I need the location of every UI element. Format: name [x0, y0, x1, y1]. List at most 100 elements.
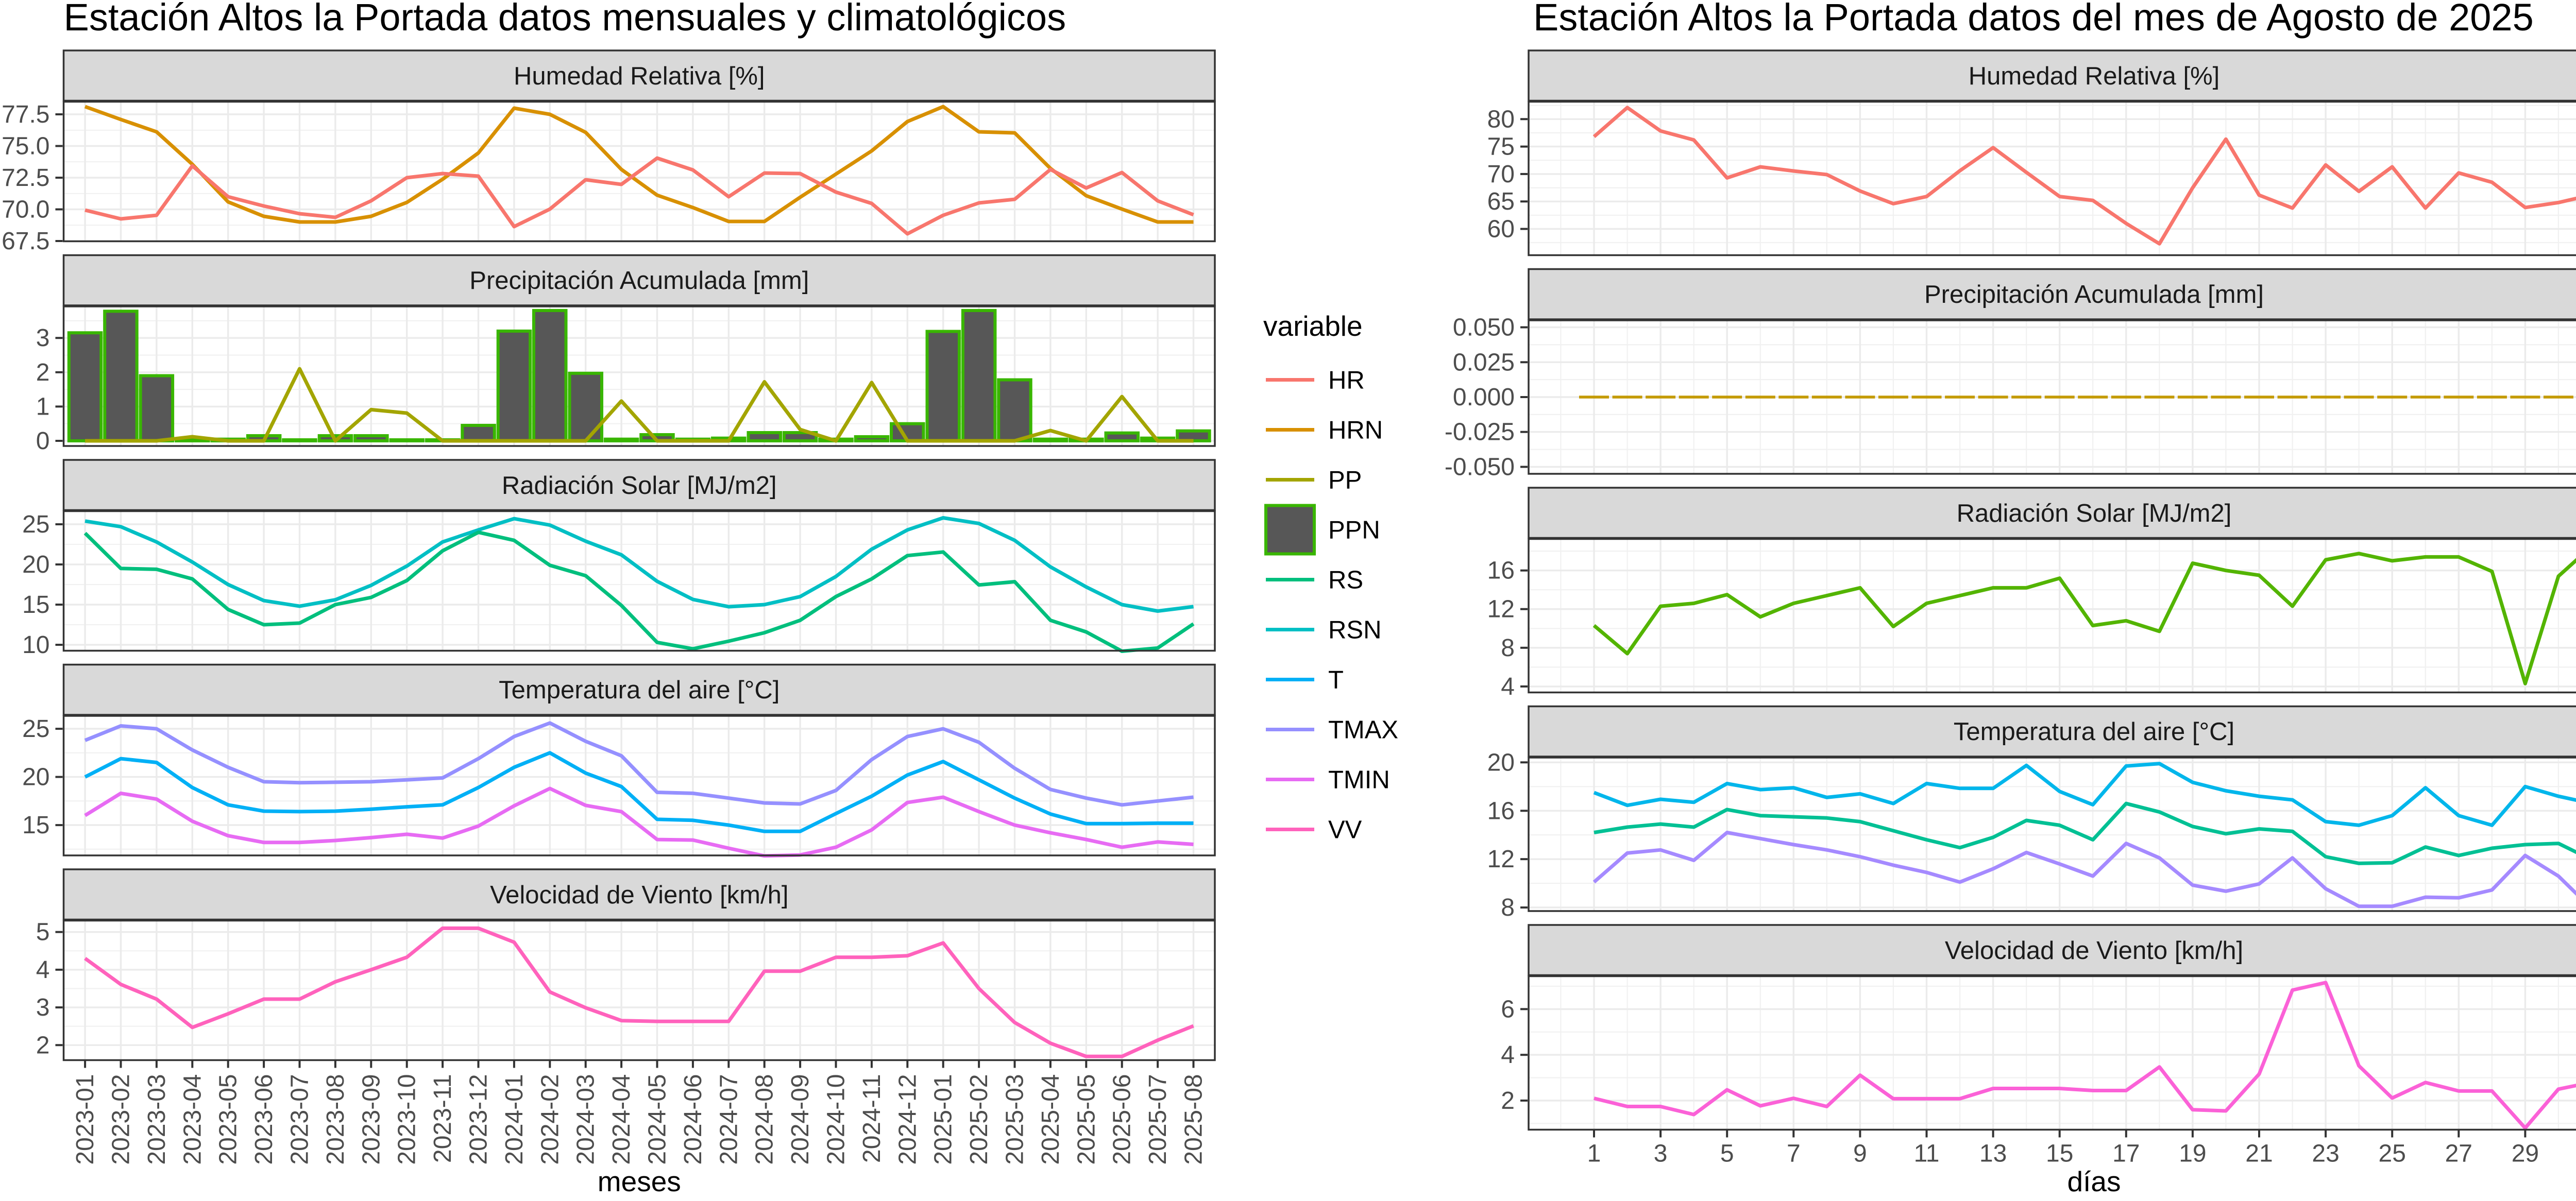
svg-text:Temperatura del aire [°C]: Temperatura del aire [°C]: [1954, 718, 2234, 746]
svg-text:13: 13: [1979, 1140, 2007, 1168]
svg-text:25: 25: [22, 511, 49, 538]
svg-text:RSN: RSN: [1328, 616, 1381, 644]
svg-text:2025-07: 2025-07: [1144, 1074, 1172, 1165]
svg-text:2025-08: 2025-08: [1180, 1074, 1208, 1165]
svg-text:2023-05: 2023-05: [215, 1074, 242, 1165]
svg-text:1: 1: [36, 393, 50, 420]
svg-text:2: 2: [36, 359, 50, 386]
svg-text:-0.025: -0.025: [1445, 419, 1515, 446]
svg-text:2024-07: 2024-07: [715, 1074, 742, 1165]
svg-text:29: 29: [2512, 1140, 2539, 1168]
svg-text:-0.050: -0.050: [1445, 454, 1515, 481]
svg-text:12: 12: [1487, 846, 1515, 873]
svg-text:70.0: 70.0: [2, 196, 49, 224]
svg-text:Estación Altos la Portada dato: Estación Altos la Portada datos del mes …: [1533, 0, 2534, 39]
svg-text:2023-12: 2023-12: [465, 1074, 493, 1165]
svg-text:2023-09: 2023-09: [358, 1074, 385, 1165]
svg-text:0.025: 0.025: [1453, 349, 1515, 376]
svg-text:5: 5: [36, 919, 50, 946]
svg-text:19: 19: [2179, 1140, 2206, 1168]
svg-text:2023-10: 2023-10: [394, 1074, 421, 1165]
svg-text:20: 20: [22, 551, 49, 578]
svg-text:4: 4: [1501, 1041, 1515, 1069]
svg-text:2023-11: 2023-11: [429, 1074, 456, 1163]
svg-text:1: 1: [1587, 1140, 1601, 1168]
svg-text:2024-08: 2024-08: [751, 1074, 778, 1165]
svg-text:10: 10: [22, 631, 49, 659]
svg-text:2024-02: 2024-02: [536, 1074, 564, 1165]
svg-text:23: 23: [2312, 1140, 2339, 1168]
svg-text:3: 3: [1654, 1140, 1668, 1168]
svg-text:12: 12: [1487, 596, 1515, 623]
svg-text:2024-11: 2024-11: [858, 1074, 886, 1163]
svg-text:15: 15: [22, 591, 49, 619]
svg-text:Radiación Solar [MJ/m2]: Radiación Solar [MJ/m2]: [1957, 500, 2232, 527]
svg-text:2024-05: 2024-05: [644, 1074, 671, 1165]
svg-text:65: 65: [1487, 188, 1515, 215]
svg-text:6: 6: [1501, 996, 1515, 1023]
svg-text:2023-01: 2023-01: [72, 1074, 99, 1165]
svg-text:0.050: 0.050: [1453, 314, 1515, 341]
svg-text:TMIN: TMIN: [1328, 766, 1390, 794]
svg-text:Velocidad de Viento [km/h]: Velocidad de Viento [km/h]: [1945, 937, 2243, 965]
svg-text:HRN: HRN: [1328, 417, 1383, 444]
svg-text:2025-05: 2025-05: [1073, 1074, 1100, 1165]
svg-text:7: 7: [1787, 1140, 1801, 1168]
svg-text:0.000: 0.000: [1453, 384, 1515, 411]
svg-text:2023-04: 2023-04: [179, 1074, 206, 1165]
svg-text:67.5: 67.5: [2, 228, 49, 255]
svg-text:21: 21: [2245, 1140, 2273, 1168]
svg-text:Humedad Relativa [%]: Humedad Relativa [%]: [1969, 62, 2220, 90]
svg-text:2025-02: 2025-02: [965, 1074, 993, 1165]
svg-text:8: 8: [1501, 634, 1515, 662]
svg-text:variable: variable: [1263, 310, 1363, 342]
svg-text:Precipitación Acumulada [mm]: Precipitación Acumulada [mm]: [469, 267, 809, 295]
svg-text:3: 3: [36, 994, 50, 1021]
svg-text:2025-04: 2025-04: [1037, 1074, 1064, 1165]
svg-text:2023-07: 2023-07: [286, 1074, 314, 1165]
svg-text:2024-03: 2024-03: [572, 1074, 600, 1165]
svg-text:Humedad Relativa [%]: Humedad Relativa [%]: [514, 62, 765, 90]
svg-text:2023-02: 2023-02: [108, 1074, 135, 1165]
svg-text:9: 9: [1853, 1140, 1867, 1168]
svg-text:PPN: PPN: [1328, 517, 1380, 544]
svg-text:Precipitación Acumulada [mm]: Precipitación Acumulada [mm]: [1924, 281, 2264, 308]
svg-text:20: 20: [1487, 749, 1515, 776]
svg-text:HR: HR: [1328, 367, 1365, 394]
svg-text:T: T: [1328, 666, 1344, 694]
svg-text:2024-04: 2024-04: [608, 1074, 635, 1165]
svg-text:2024-10: 2024-10: [823, 1074, 850, 1165]
svg-text:3: 3: [36, 324, 50, 352]
svg-text:RS: RS: [1328, 567, 1363, 594]
svg-text:2023-06: 2023-06: [250, 1074, 278, 1165]
svg-text:4: 4: [36, 956, 50, 984]
svg-text:17: 17: [2112, 1140, 2140, 1168]
svg-text:PP: PP: [1328, 467, 1362, 494]
svg-text:25: 25: [22, 715, 49, 743]
svg-text:15: 15: [22, 812, 49, 839]
svg-text:Velocidad de Viento [km/h]: Velocidad de Viento [km/h]: [490, 881, 788, 909]
svg-text:2024-09: 2024-09: [787, 1074, 814, 1165]
svg-text:2: 2: [1501, 1087, 1515, 1114]
svg-text:2023-08: 2023-08: [322, 1074, 349, 1165]
svg-text:0: 0: [36, 427, 50, 455]
svg-text:días: días: [2067, 1165, 2121, 1197]
svg-text:5: 5: [1720, 1140, 1734, 1168]
svg-text:2023-03: 2023-03: [143, 1074, 171, 1165]
svg-text:16: 16: [1487, 797, 1515, 825]
svg-text:27: 27: [2445, 1140, 2472, 1168]
svg-text:8: 8: [1501, 894, 1515, 921]
svg-text:2: 2: [36, 1032, 50, 1059]
svg-text:11: 11: [1914, 1140, 1940, 1168]
svg-text:70: 70: [1487, 161, 1515, 188]
svg-text:72.5: 72.5: [2, 164, 49, 192]
svg-text:15: 15: [2046, 1140, 2073, 1168]
svg-text:80: 80: [1487, 106, 1515, 133]
svg-text:Radiación Solar [MJ/m2]: Radiación Solar [MJ/m2]: [502, 472, 777, 500]
svg-text:VV: VV: [1328, 816, 1362, 844]
svg-text:2025-01: 2025-01: [930, 1074, 957, 1165]
svg-text:Estación Altos la Portada dato: Estación Altos la Portada datos mensuale…: [64, 0, 1066, 39]
svg-text:Temperatura del aire [°C]: Temperatura del aire [°C]: [499, 676, 779, 704]
svg-text:2024-06: 2024-06: [680, 1074, 707, 1165]
svg-text:4: 4: [1501, 673, 1515, 700]
